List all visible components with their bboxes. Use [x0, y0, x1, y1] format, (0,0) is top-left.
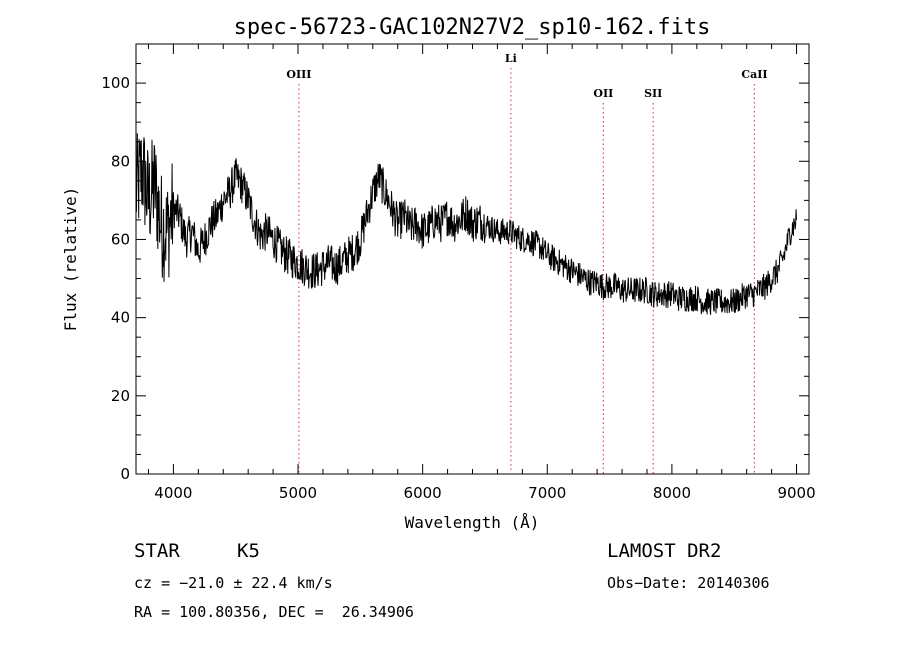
x-tick-label: 9000	[777, 484, 815, 502]
object-subclass: K5	[237, 540, 260, 562]
x-tick-label: 8000	[653, 484, 691, 502]
sky-coordinates: RA = 100.80356, DEC = 26.34906	[134, 603, 414, 621]
y-tick-label: 100	[101, 74, 130, 92]
y-tick-label: 40	[111, 309, 130, 327]
spectrum-series	[135, 133, 797, 315]
x-tick-label: 5000	[279, 484, 317, 502]
spectral-line-label: OIII	[286, 68, 311, 81]
x-tick-label: 7000	[528, 484, 566, 502]
y-axis-label: Flux (relative)	[61, 187, 80, 332]
survey-name: LAMOST DR2	[607, 540, 722, 562]
spectral-line-label: CaII	[741, 68, 767, 81]
x-tick-label: 6000	[404, 484, 442, 502]
spectral-line-markers: OIII Li OII SII CaII	[286, 52, 768, 474]
y-tick-label: 0	[120, 465, 130, 483]
y-tick-label: 20	[111, 387, 130, 405]
axis-ticks: 4000 5000 6000 7000 8000 9000 0 20 40 60 80 100	[101, 44, 816, 502]
spectral-line-label: OII	[593, 87, 613, 100]
x-axis-label: Wavelength (Å)	[405, 513, 540, 532]
y-tick-label: 80	[111, 152, 130, 170]
x-tick-label: 4000	[154, 484, 192, 502]
plot-frame	[135, 43, 810, 475]
y-tick-label: 60	[111, 230, 130, 248]
spectral-line-label: Li	[505, 52, 517, 65]
spectrum-line	[135, 133, 797, 315]
redshift-velocity: cz = −21.0 ± 22.4 km/s	[134, 574, 333, 592]
spectral-line-label: SII	[644, 87, 662, 100]
object-class: STAR	[134, 540, 180, 562]
chart-title: spec-56723-GAC102N27V2_sp10-162.fits	[234, 15, 711, 40]
observation-date: Obs−Date: 20140306	[607, 574, 770, 592]
